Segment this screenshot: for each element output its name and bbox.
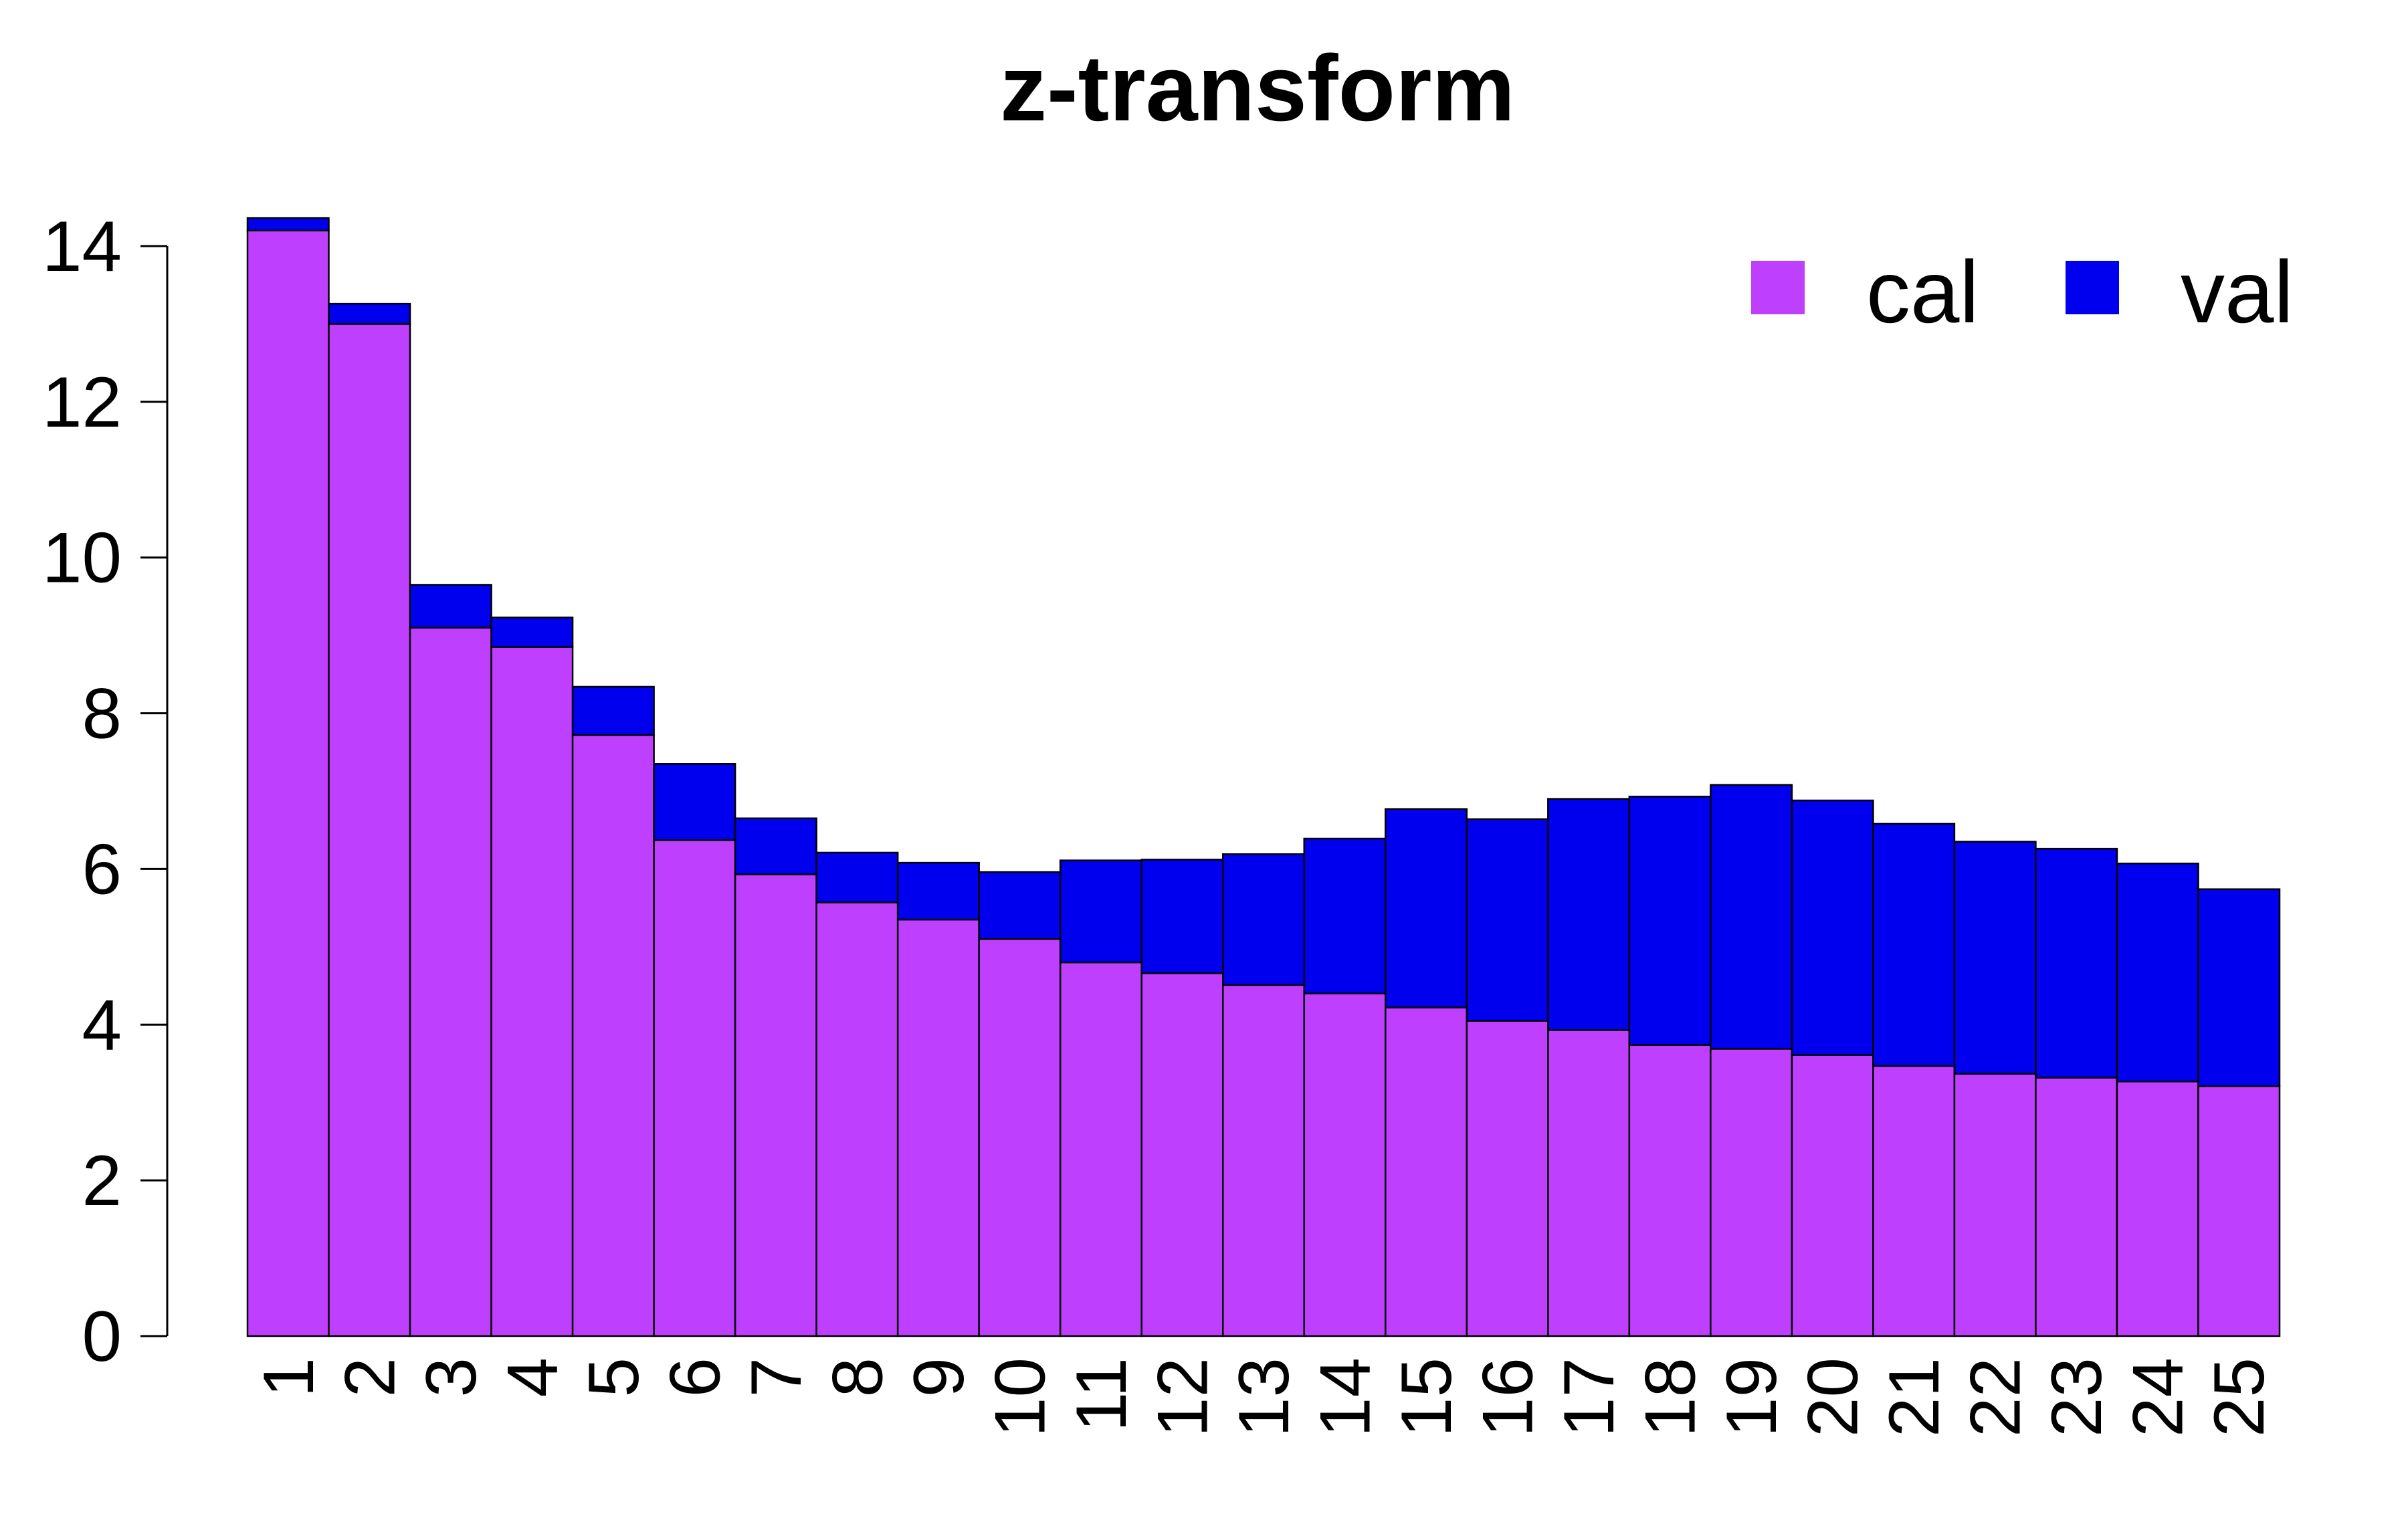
- bar-cal-1: [246, 229, 330, 1337]
- bar-val-2: [328, 302, 411, 325]
- x-tick-label: 5: [573, 1357, 654, 1398]
- x-tick-label: 16: [1468, 1357, 1548, 1437]
- x-tick-label: 6: [654, 1357, 734, 1398]
- bar-val-16: [1466, 818, 1549, 1022]
- x-tick-label: 25: [2199, 1357, 2279, 1437]
- bar-cal-8: [815, 901, 899, 1337]
- legend: cal val: [1751, 243, 2294, 341]
- bar-cal-7: [734, 873, 817, 1337]
- x-tick-label: 12: [1142, 1357, 1222, 1437]
- bar-cal-17: [1547, 1029, 1631, 1337]
- bar-cal-4: [490, 646, 574, 1337]
- x-axis: 1 2 3 4 5 6 7 8 9 10 11 12 13 14 15 16 17 18 19 20 21 22 23 24 2…: [248, 1357, 2279, 1437]
- bar-val-5: [571, 685, 655, 736]
- bar-val-7: [734, 817, 817, 875]
- bar-val-23: [2035, 847, 2118, 1079]
- bar-val-11: [1059, 859, 1142, 964]
- y-tick-label: 8: [82, 673, 122, 754]
- legend-label-val: val: [2181, 243, 2294, 341]
- bar-cal-18: [1628, 1044, 1712, 1337]
- bar-cal-25: [2197, 1085, 2281, 1337]
- bar-val-15: [1385, 808, 1468, 1008]
- x-tick-label: 14: [1305, 1357, 1385, 1437]
- bar-cal-9: [896, 918, 980, 1337]
- legend-swatch-cal: [1751, 261, 1805, 314]
- x-tick-label: 15: [1386, 1357, 1466, 1437]
- bar-cal-14: [1303, 992, 1387, 1337]
- x-tick-label: 9: [898, 1357, 979, 1398]
- bar-cal-11: [1059, 961, 1142, 1337]
- x-tick-label: 19: [1711, 1357, 1791, 1437]
- bar-cal-24: [2116, 1081, 2199, 1337]
- x-tick-label: 10: [979, 1357, 1060, 1437]
- y-tick-label: 10: [42, 518, 122, 598]
- bar-cal-2: [328, 323, 411, 1337]
- bar-val-21: [1872, 823, 1956, 1067]
- bar-cal-5: [571, 734, 655, 1337]
- bar-val-19: [1710, 784, 1793, 1050]
- bar-val-22: [1953, 841, 2037, 1075]
- bar-val-1: [246, 217, 330, 231]
- y-tick-label: 0: [82, 1296, 122, 1376]
- x-tick-label: 22: [1955, 1357, 2035, 1437]
- bar-cal-3: [409, 627, 492, 1337]
- bar-cal-19: [1710, 1048, 1793, 1337]
- x-tick-label: 13: [1223, 1357, 1304, 1437]
- bars: [246, 217, 2281, 1337]
- bar-cal-13: [1221, 984, 1306, 1337]
- x-tick-label: 3: [411, 1357, 491, 1398]
- bar-cal-23: [2035, 1077, 2118, 1337]
- bar-cal-10: [978, 938, 1062, 1337]
- bar-val-18: [1628, 795, 1712, 1046]
- y-tick-label: 2: [82, 1140, 122, 1220]
- bar-cal-16: [1466, 1020, 1549, 1337]
- chart-title: z-transform: [1000, 35, 1515, 140]
- bar-val-3: [409, 584, 492, 629]
- x-tick-label: 20: [1793, 1357, 1873, 1437]
- bar-val-14: [1303, 837, 1387, 994]
- y-tick-label: 4: [82, 984, 122, 1065]
- legend-swatch-val: [2066, 261, 2119, 314]
- bar-cal-20: [1791, 1054, 1874, 1337]
- x-tick-label: 17: [1548, 1357, 1629, 1437]
- y-axis: 0 2 4 6 8 10 12 14: [42, 206, 169, 1376]
- bar-val-20: [1791, 799, 1874, 1056]
- y-tick-label: 12: [42, 362, 122, 442]
- bar-val-10: [978, 871, 1062, 940]
- x-tick-label: 7: [736, 1357, 816, 1398]
- bar-cal-21: [1872, 1065, 1956, 1337]
- bar-val-8: [815, 851, 899, 903]
- bar-val-4: [490, 617, 574, 648]
- y-tick-label: 14: [42, 206, 122, 286]
- x-tick-label: 2: [329, 1357, 409, 1398]
- x-tick-label: 24: [2118, 1357, 2198, 1437]
- x-tick-label: 23: [2036, 1357, 2116, 1437]
- bar-val-17: [1547, 798, 1631, 1031]
- bar-val-25: [2197, 888, 2281, 1087]
- x-tick-label: 11: [1061, 1357, 1141, 1432]
- bar-cal-6: [653, 839, 736, 1337]
- y-tick-label: 6: [82, 829, 122, 909]
- bar-cal-22: [1953, 1073, 2037, 1337]
- bar-cal-15: [1385, 1006, 1468, 1337]
- x-tick-label: 4: [492, 1357, 572, 1398]
- bar-val-9: [896, 861, 980, 921]
- x-tick-label: 21: [1874, 1357, 1954, 1437]
- x-tick-label: 8: [817, 1357, 897, 1398]
- x-tick-label: 1: [248, 1357, 328, 1398]
- bar-val-24: [2116, 863, 2199, 1083]
- bar-val-13: [1221, 853, 1306, 986]
- legend-label-cal: cal: [1866, 243, 1979, 341]
- bar-cal-12: [1140, 972, 1224, 1337]
- bar-val-12: [1140, 859, 1224, 974]
- bar-val-6: [653, 763, 736, 841]
- x-tick-label: 18: [1630, 1357, 1710, 1437]
